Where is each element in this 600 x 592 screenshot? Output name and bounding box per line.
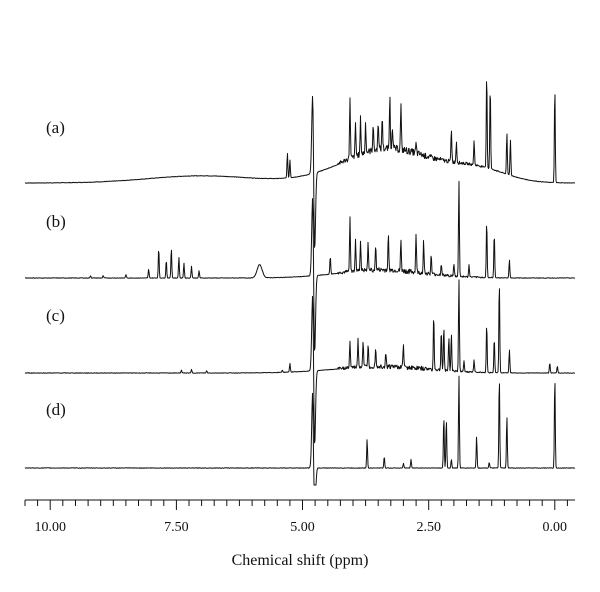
x-tick-label: 0.00 [543,520,568,535]
series-label-3: (d) [46,400,66,419]
series-label-0: (a) [46,118,65,137]
spectrum-line-3 [24,375,576,486]
x-axis-ticks: 10.00 7.50 5.00 2.50 0.00 [24,500,568,535]
x-tick-label: 7.50 [164,520,189,535]
x-axis-title: Chemical shift (ppm) [232,552,369,569]
spectra-group [24,81,576,486]
series-label-1: (b) [46,212,66,231]
series-labels: (a) (b) (c) (d) [46,118,66,419]
x-tick-label: 10.00 [34,520,66,535]
x-tick-label: 2.50 [416,520,441,535]
spectrum-line-2 [24,279,576,444]
series-label-2: (c) [46,306,65,325]
spectrum-line-0 [24,81,576,248]
x-tick-label: 5.00 [290,520,315,535]
spectrum-line-1 [25,180,575,351]
